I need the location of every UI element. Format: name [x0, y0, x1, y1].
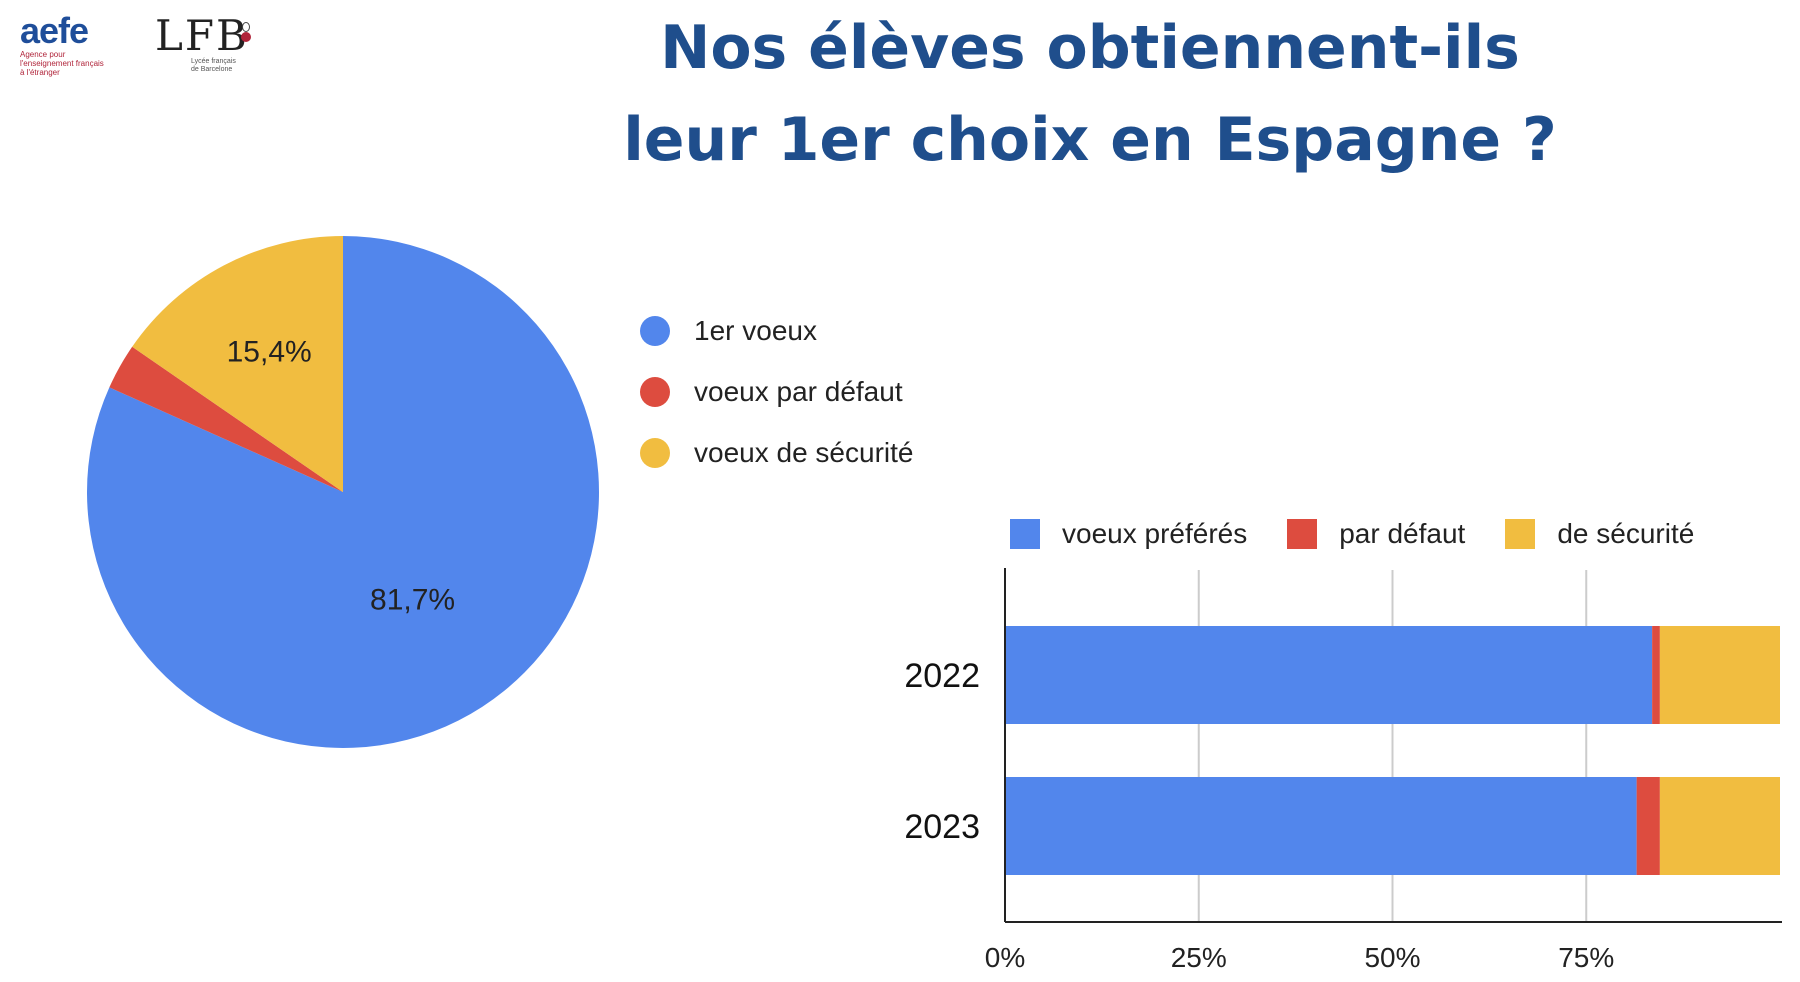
pie-slice [86, 236, 600, 748]
bar-segment [1005, 626, 1653, 724]
aefe-tagline-2: l'enseignement français [20, 59, 104, 68]
lfb-logo-dot-icon [241, 32, 251, 42]
page-title: Nos élèves obtiennent-ils leur 1er choix… [560, 0, 1620, 186]
pie-legend-label: voeux par défaut [694, 375, 903, 407]
bar-segment [1005, 777, 1637, 875]
pie-legend-label: 1er voeux [694, 314, 817, 346]
title-line-1: Nos élèves obtiennent-ils [660, 13, 1520, 83]
pie-legend-label: voeux de sécurité [694, 436, 914, 468]
legend-dot-icon [640, 437, 670, 468]
pie-chart: 81,7% 15,4% [86, 236, 600, 748]
title-line-2: leur 1er choix en Espagne ? [623, 105, 1557, 175]
bar-legend-item: par défaut [1287, 518, 1465, 550]
y-tick-label: 2022 [904, 657, 980, 695]
pie-legend-item: 1er voeux [640, 300, 913, 361]
bar-legend-label: de sécurité [1557, 518, 1695, 549]
aefe-logo-word: aefe [20, 10, 89, 51]
lfb-logo-mark: LFB [155, 11, 249, 60]
aefe-tagline-3: à l'étranger [20, 68, 60, 77]
legend-swatch-icon [1505, 519, 1536, 549]
pie-data-label: 15,4% [227, 335, 312, 368]
y-tick-label: 2023 [904, 808, 980, 846]
aefe-logo: aefe Agence pour l'enseignement français… [20, 12, 140, 84]
lfb-logo: LFB Lycée français de Barcelone [155, 14, 265, 84]
bar-legend-item: voeux préférés [1010, 518, 1247, 550]
x-tick-label: 50% [1364, 942, 1420, 973]
stacked-bar-chart: 2022 2023 0% 25% 50% 75% [904, 568, 1782, 973]
bar-segment [1636, 777, 1660, 875]
pie-data-label: 81,7% [370, 583, 455, 616]
pie-slice [109, 346, 343, 492]
legend-swatch-icon [1010, 519, 1040, 549]
lfb-sub-2: de Barcelone [191, 66, 233, 73]
lfb-sub-1: Lycée français [191, 58, 236, 65]
pie-legend: 1er voeux voeux par défaut voeux de sécu… [640, 300, 913, 483]
legend-swatch-icon [1287, 519, 1318, 549]
bar-legend-label: par défaut [1339, 518, 1466, 549]
legend-dot-icon [640, 376, 670, 407]
legend-dot-icon [640, 315, 670, 346]
pie-legend-item: voeux par défaut [640, 361, 913, 422]
x-tick-label: 0% [985, 942, 1025, 973]
lfb-logo-ring-icon [242, 22, 250, 32]
x-tick-label: 75% [1558, 942, 1614, 973]
bar-legend-label: voeux préférés [1062, 518, 1248, 549]
pie-legend-item: voeux de sécurité [640, 422, 913, 483]
aefe-tagline-1: Agence pour [20, 50, 66, 59]
bar-legend: voeux préférés par défaut de sécurité [1010, 518, 1734, 550]
bar-segment [1652, 626, 1660, 724]
x-tick-label: 25% [1171, 942, 1227, 973]
pie-slice [132, 236, 343, 492]
bar-segment [1659, 626, 1780, 724]
bar-segment [1659, 777, 1780, 875]
bar-legend-item: de sécurité [1505, 518, 1694, 550]
